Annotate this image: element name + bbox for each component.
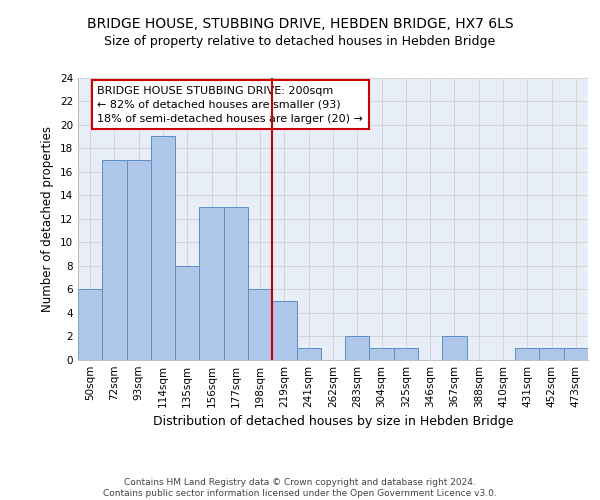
Text: BRIDGE HOUSE, STUBBING DRIVE, HEBDEN BRIDGE, HX7 6LS: BRIDGE HOUSE, STUBBING DRIVE, HEBDEN BRI… bbox=[86, 18, 514, 32]
Bar bbox=[370, 348, 394, 360]
Text: Size of property relative to detached houses in Hebden Bridge: Size of property relative to detached ho… bbox=[104, 35, 496, 48]
Bar bbox=[127, 160, 151, 360]
Text: BRIDGE HOUSE STUBBING DRIVE: 200sqm
← 82% of detached houses are smaller (93)
18: BRIDGE HOUSE STUBBING DRIVE: 200sqm ← 82… bbox=[97, 86, 364, 124]
Bar bbox=[296, 348, 321, 360]
Bar bbox=[515, 348, 539, 360]
Bar bbox=[345, 336, 370, 360]
Bar bbox=[175, 266, 199, 360]
Bar bbox=[564, 348, 588, 360]
Y-axis label: Number of detached properties: Number of detached properties bbox=[41, 126, 55, 312]
Bar bbox=[272, 301, 296, 360]
Bar bbox=[102, 160, 127, 360]
Bar bbox=[442, 336, 467, 360]
Bar bbox=[151, 136, 175, 360]
Text: Contains HM Land Registry data © Crown copyright and database right 2024.
Contai: Contains HM Land Registry data © Crown c… bbox=[103, 478, 497, 498]
Bar bbox=[248, 290, 272, 360]
Bar bbox=[394, 348, 418, 360]
Bar bbox=[539, 348, 564, 360]
Bar bbox=[199, 207, 224, 360]
X-axis label: Distribution of detached houses by size in Hebden Bridge: Distribution of detached houses by size … bbox=[153, 416, 513, 428]
Bar bbox=[224, 207, 248, 360]
Bar bbox=[78, 290, 102, 360]
